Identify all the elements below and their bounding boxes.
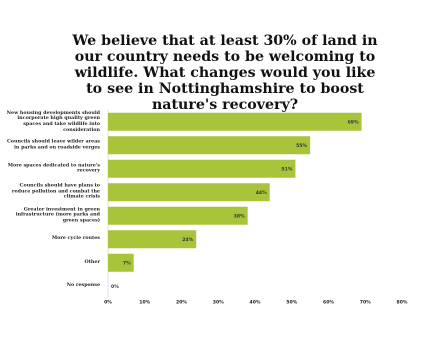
x-tick-label: 50% (286, 300, 297, 306)
x-tick-label: 60% (323, 300, 334, 306)
bar (108, 206, 248, 225)
x-tick-label: 30% (213, 300, 224, 306)
x-tick-label: 20% (176, 300, 187, 306)
bar (108, 253, 134, 272)
y-tick-label: New housing developments should incorpor… (6, 109, 100, 133)
bar (108, 136, 311, 155)
bar (108, 230, 197, 249)
value-label: 44% (256, 190, 267, 196)
bar (108, 183, 270, 202)
value-label: 51% (281, 166, 292, 172)
y-tick-label: Councils should leave wilder areas in pa… (6, 138, 100, 151)
y-tick-label: More spaces dedicated to nature's recove… (7, 162, 100, 174)
x-tick-label: 0% (104, 300, 112, 306)
bar (108, 159, 296, 178)
value-label: 24% (182, 237, 193, 243)
bar (108, 112, 362, 131)
x-tick-label: 10% (139, 300, 150, 306)
y-tick-label: Other (84, 258, 100, 265)
value-label: 69% (348, 119, 359, 125)
y-tick-label: No response (66, 282, 100, 289)
chart-title: We believe that at least 30% of land in … (72, 33, 378, 113)
y-tick-label: Councils should have plans to reduce pol… (11, 182, 100, 201)
value-label: 55% (296, 143, 307, 149)
y-tick-label: More cycle routes (51, 235, 100, 242)
value-label: 0% (111, 284, 119, 290)
x-tick-label: 40% (250, 300, 261, 306)
x-tick-label: 80% (397, 300, 408, 306)
value-label: 38% (234, 213, 245, 219)
y-tick-label: Greater investment in green infrastructu… (15, 206, 100, 224)
value-label: 7% (123, 260, 131, 266)
x-tick-label: 70% (360, 300, 371, 306)
